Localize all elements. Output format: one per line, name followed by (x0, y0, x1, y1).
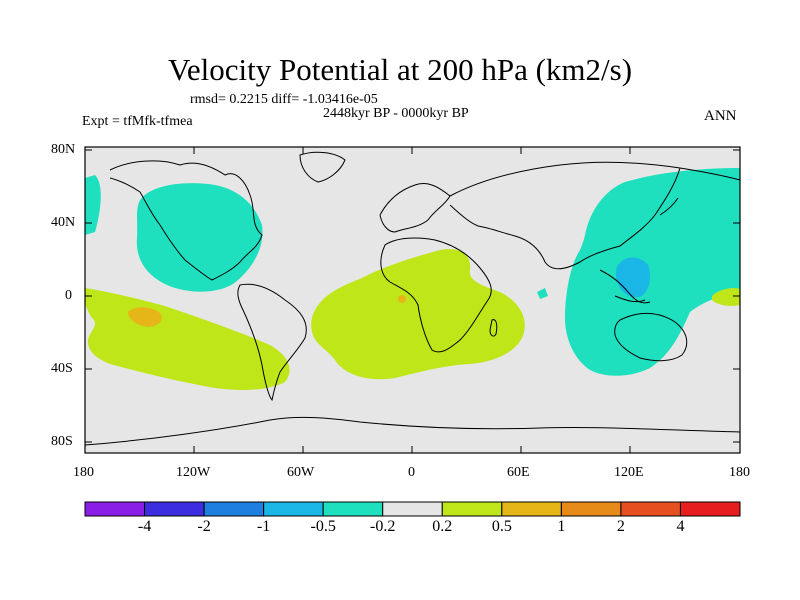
map-title: Velocity Potential at 200 hPa (km2/s) (167, 52, 633, 87)
coast-japan (659, 197, 679, 216)
colorbar-label: -4 (137, 518, 152, 535)
anomaly-northeast-pacific-negative (85, 175, 101, 235)
colorbar-swatch-3 (263, 501, 324, 517)
lon-label-180w: 180 (73, 465, 94, 480)
coastlines (85, 151, 740, 446)
coast-north-america (109, 160, 263, 281)
colorbar-swatch-2 (203, 501, 265, 517)
colorbar-swatch-1 (144, 501, 205, 517)
colorbar (84, 501, 741, 517)
coast-asia (449, 161, 740, 270)
anomaly-atlantic-africa-positive (311, 249, 525, 380)
colorbar-swatch-5 (382, 501, 443, 517)
lon-label-120w: 120W (176, 465, 211, 480)
colorbar-label: 1 (557, 518, 566, 535)
anomaly-west-pacific-negative (565, 168, 740, 376)
colorbar-label: 2 (616, 518, 625, 535)
axis-ticks (84, 147, 741, 453)
lat-label-40s: 40S (51, 361, 73, 376)
lon-label-60w: 60W (287, 465, 315, 480)
lat-label-40n: 40N (51, 215, 76, 230)
anomaly-pacific-peak (128, 307, 162, 327)
coast-south-america (237, 283, 307, 402)
colorbar-label: -1 (256, 518, 271, 535)
lon-label-180e: 180 (729, 465, 750, 480)
lat-label-80n: 80N (51, 142, 76, 157)
colorbar-swatch-4 (322, 501, 384, 517)
colorbar-label: -2 (197, 518, 211, 535)
lon-label-0: 0 (408, 465, 415, 480)
anomaly-north-america-negative (136, 183, 263, 292)
season-label: ANN (704, 108, 737, 124)
colorbar-label: -0.2 (370, 518, 396, 535)
lon-label-60e: 60E (507, 465, 530, 480)
rmsd-diff-stats: rmsd= 0.2215 diff= -1.03416e-05 (190, 92, 378, 107)
period-label: 2448kyr BP - 0000kyr BP (323, 106, 469, 121)
colorbar-swatch-9 (620, 501, 681, 517)
anomaly-small-negative (537, 288, 548, 299)
coast-australia (614, 313, 688, 362)
lat-label-0: 0 (65, 288, 72, 303)
colorbar-swatch-8 (560, 501, 622, 517)
colorbar-swatch-0 (84, 501, 146, 517)
coast-greenland (299, 151, 346, 183)
colorbar-label: 0.5 (491, 518, 512, 535)
coast-africa (380, 237, 492, 353)
coast-madagascar (489, 319, 498, 337)
anomaly-east-pacific-positive (712, 288, 740, 306)
experiment-label: Expt = tfMfk-tfmea (82, 114, 193, 129)
map-plot-area (85, 147, 740, 453)
anomaly-africa-peak (398, 295, 406, 303)
coast-antarctica (85, 416, 740, 446)
lat-label-80s: 80S (51, 434, 73, 449)
colorbar-label: 4 (676, 518, 685, 535)
colorbar-label: -0.5 (310, 518, 336, 535)
coast-europe (379, 182, 451, 233)
colorbar-swatch-6 (441, 501, 503, 517)
colorbar-label: 0.2 (432, 518, 453, 535)
lon-label-120e: 120E (614, 465, 644, 480)
colorbar-swatch-7 (501, 501, 562, 517)
coast-southeast-asia (599, 269, 651, 304)
colorbar-swatch-10 (679, 501, 741, 517)
